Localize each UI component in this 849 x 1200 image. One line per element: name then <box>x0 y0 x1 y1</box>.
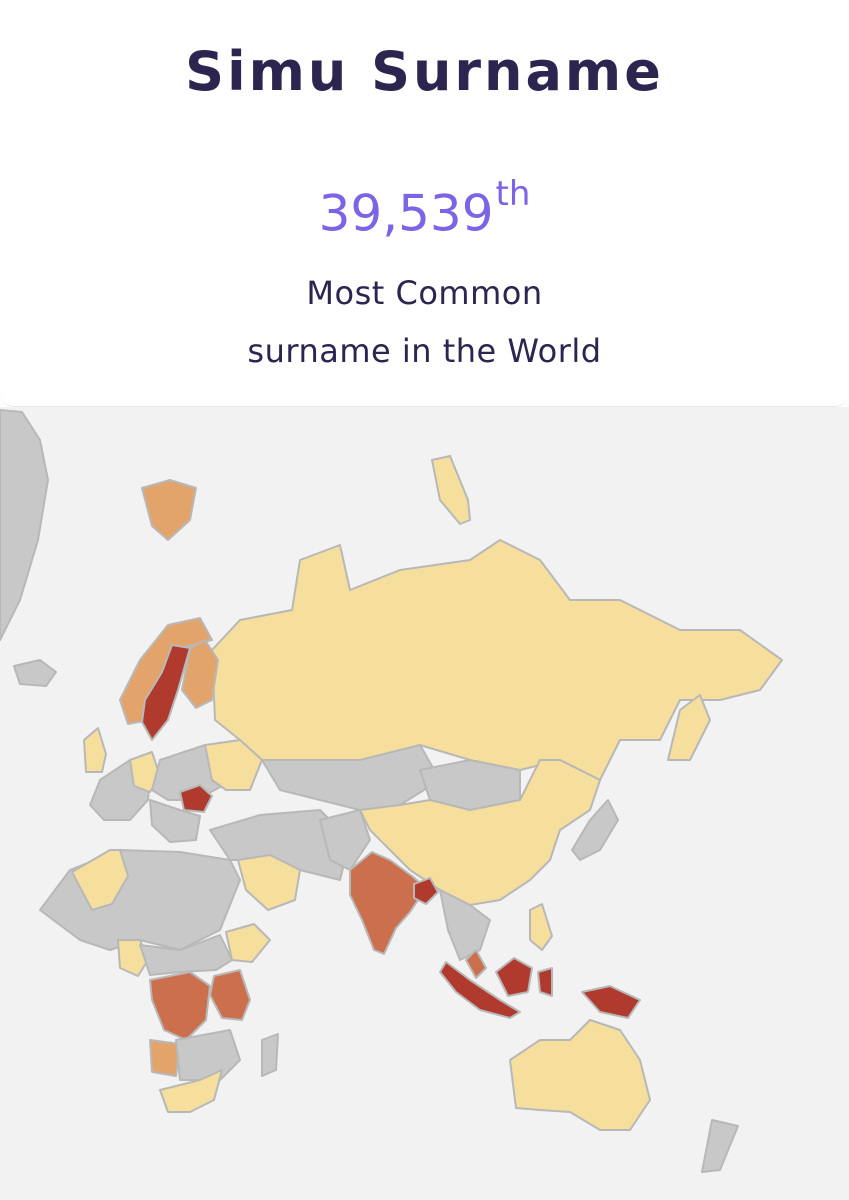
map-region-saudi-arabia[interactable] <box>237 854 301 911</box>
map-region-romania[interactable] <box>179 784 213 813</box>
rank-value: 39,539th <box>0 174 849 243</box>
map-region-south-africa[interactable] <box>159 1069 223 1113</box>
map-region-uk[interactable] <box>83 727 107 773</box>
map-region-kamchatka[interactable] <box>667 694 711 761</box>
map-region-north-africa[interactable] <box>39 849 241 951</box>
map-region-china[interactable] <box>359 759 601 906</box>
map-region-ukraine[interactable] <box>204 739 263 791</box>
map-region-finland[interactable] <box>181 639 219 709</box>
world-distribution-map[interactable] <box>0 407 849 1200</box>
map-region-sweden[interactable] <box>141 644 191 741</box>
page-title: Simu Surname <box>185 40 664 103</box>
map-region-pakistan[interactable] <box>319 809 371 871</box>
rank-caption-line2: surname in the World <box>247 332 602 370</box>
map-region-madagascar[interactable] <box>261 1033 279 1077</box>
map-region-southeast-asia[interactable] <box>439 889 491 961</box>
map-region-tanzania[interactable] <box>209 969 251 1021</box>
map-region-indonesia[interactable] <box>439 961 521 1019</box>
rank-caption-line1: Most Common <box>306 274 543 312</box>
map-region-dr-congo[interactable] <box>149 971 211 1041</box>
map-region-new-zealand[interactable] <box>701 1119 739 1173</box>
map-region-balkans[interactable] <box>149 799 201 843</box>
map-region-greenland[interactable] <box>0 409 49 641</box>
map-region-bangladesh[interactable] <box>413 877 439 905</box>
map-region-svalbard[interactable] <box>141 479 197 541</box>
map-region-algeria[interactable] <box>71 849 129 911</box>
rank-suffix: th <box>495 174 531 214</box>
map-region-central-africa[interactable] <box>139 934 233 976</box>
map-region-ethiopia[interactable] <box>225 923 271 963</box>
surname-summary-card: Simu Surname 39,539th Most Common surnam… <box>0 0 849 407</box>
map-region-southern-africa[interactable] <box>175 1029 241 1081</box>
map-region-angola[interactable] <box>149 1039 181 1077</box>
map-svg <box>0 409 783 1173</box>
map-region-iceland[interactable] <box>13 659 57 687</box>
rank-number: 39,539 <box>318 184 494 243</box>
map-region-japan[interactable] <box>571 799 619 861</box>
map-region-australia[interactable] <box>509 1019 651 1131</box>
map-region-philippines[interactable] <box>529 903 553 951</box>
map-region-borneo[interactable] <box>495 957 533 997</box>
map-region-sulawesi[interactable] <box>537 967 553 997</box>
map-region-papua[interactable] <box>581 985 641 1019</box>
map-region-novaya-zemlya[interactable] <box>431 455 471 525</box>
map-region-central-asia[interactable] <box>261 744 441 811</box>
map-region-malaysia[interactable] <box>465 949 487 979</box>
map-region-india[interactable] <box>349 851 427 955</box>
